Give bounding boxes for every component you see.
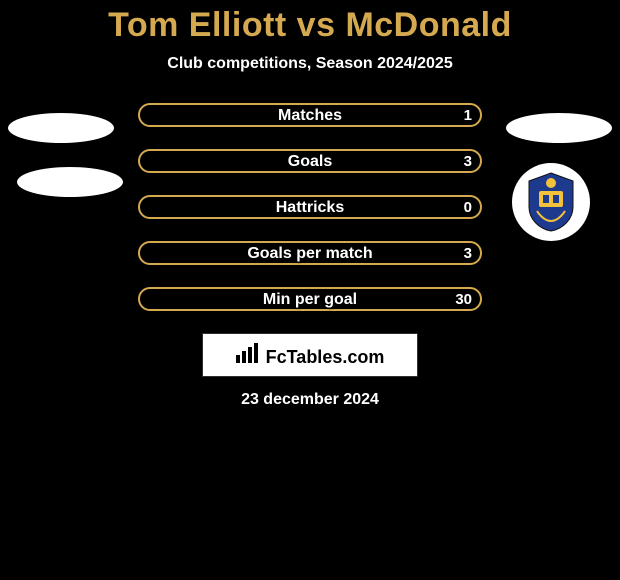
stat-row: Min per goal30 bbox=[138, 287, 482, 311]
stat-label: Goals per match bbox=[138, 241, 482, 265]
page-title: Tom Elliott vs McDonald bbox=[0, 6, 620, 45]
fctables-watermark[interactable]: FcTables.com bbox=[202, 333, 418, 377]
page-subtitle: Club competitions, Season 2024/2025 bbox=[0, 55, 620, 73]
stat-row: Goals3 bbox=[138, 149, 482, 173]
stat-bars: Matches1Goals3Hattricks0Goals per match3… bbox=[138, 103, 482, 311]
stat-value-right: 1 bbox=[464, 103, 472, 127]
fctables-logo-icon: FcTables.com bbox=[236, 343, 385, 368]
stat-label: Min per goal bbox=[138, 287, 482, 311]
stat-label: Matches bbox=[138, 103, 482, 127]
stat-row: Hattricks0 bbox=[138, 195, 482, 219]
player-right-badge bbox=[512, 163, 590, 241]
stat-label: Hattricks bbox=[138, 195, 482, 219]
stat-row: Matches1 bbox=[138, 103, 482, 127]
stat-row: Goals per match3 bbox=[138, 241, 482, 265]
player-left-oval-1 bbox=[8, 113, 114, 143]
club-crest-icon bbox=[523, 171, 579, 233]
comparison-stage: Matches1Goals3Hattricks0Goals per match3… bbox=[0, 103, 620, 409]
fctables-text: FcTables.com bbox=[266, 347, 385, 368]
comparison-card: Tom Elliott vs McDonald Club competition… bbox=[0, 0, 620, 409]
stat-value-right: 3 bbox=[464, 241, 472, 265]
stat-value-right: 0 bbox=[464, 195, 472, 219]
comparison-date: 23 december 2024 bbox=[0, 391, 620, 409]
stat-value-right: 30 bbox=[455, 287, 472, 311]
stat-label: Goals bbox=[138, 149, 482, 173]
player-right-oval-1 bbox=[506, 113, 612, 143]
stat-value-right: 3 bbox=[464, 149, 472, 173]
player-left-oval-2 bbox=[17, 167, 123, 197]
